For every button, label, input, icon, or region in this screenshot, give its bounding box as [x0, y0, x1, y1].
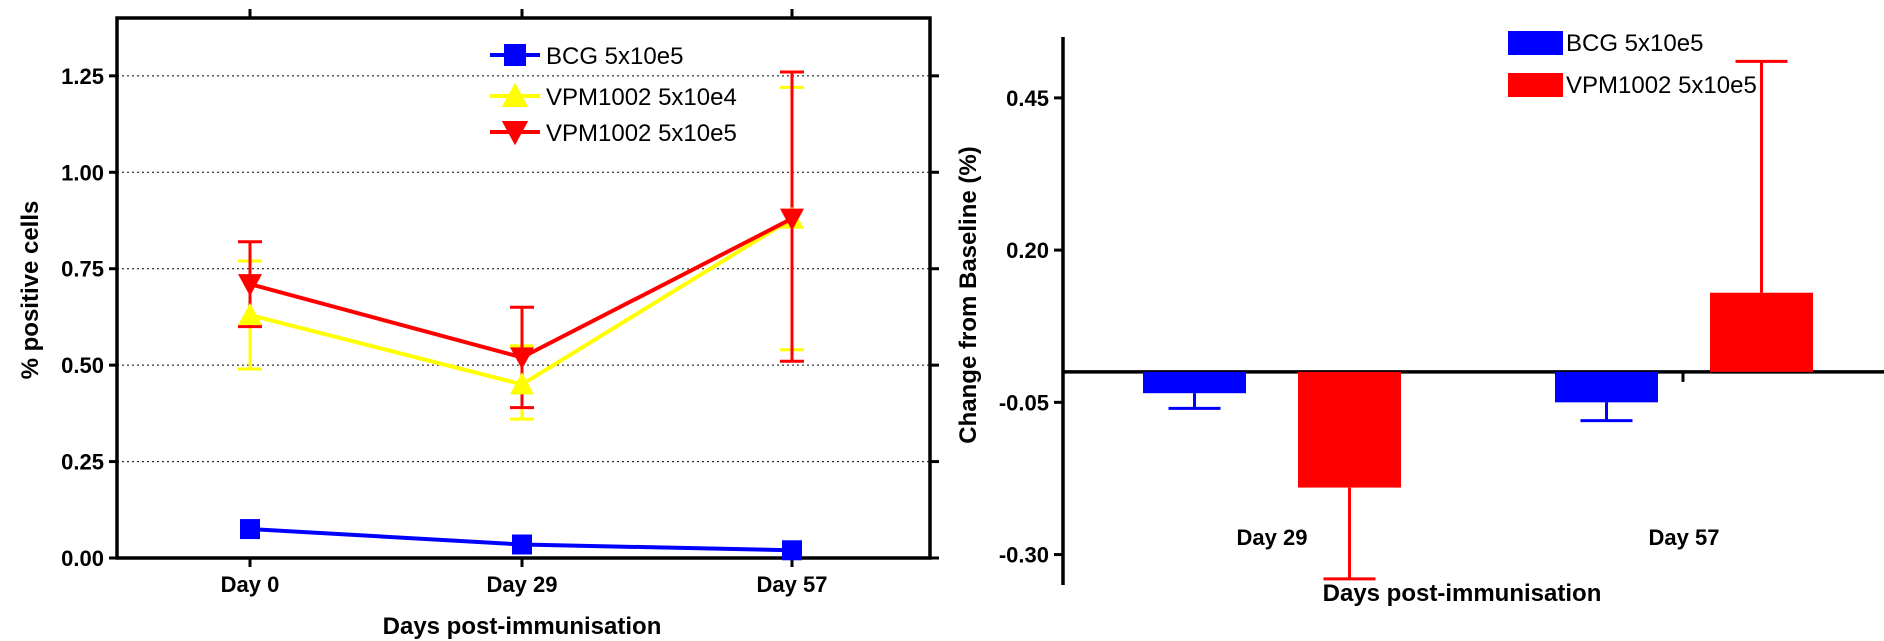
legend: BCG 5x10e5 VPM1002 5x10e5	[1508, 30, 1757, 99]
x-tick-labels: Day 29 Day 57	[1237, 525, 1720, 550]
data-point	[510, 372, 534, 395]
bar	[1143, 371, 1246, 394]
data-point	[782, 540, 802, 561]
y-tick-label: 0.25	[61, 450, 104, 475]
legend-label: VPM1002 5x10e5	[1566, 72, 1757, 99]
legend-label: VPM1002 5x10e5	[546, 120, 737, 147]
data-point	[501, 82, 529, 107]
y-axis-label: Change from Baseline (%)	[955, 146, 982, 443]
y-tick-label: 1.25	[61, 64, 104, 89]
bar	[1710, 292, 1813, 372]
x-axis-label: Days post-immunisation	[383, 613, 662, 640]
x-tick-labels: Day 0 Day 29 Day 57	[221, 572, 828, 597]
y-tick-label: -0.05	[999, 390, 1049, 415]
y-tick-label: 0.50	[61, 353, 104, 378]
data-point	[240, 519, 260, 540]
y-tick-labels: 0.00 0.25 0.50 0.75 1.00 1.25	[61, 64, 104, 571]
legend-label: BCG 5x10e5	[1566, 30, 1703, 57]
x-axis-label: Days post-immunisation	[1323, 580, 1602, 607]
y-tick-label: 0.00	[61, 546, 104, 571]
legend-label: BCG 5x10e5	[546, 43, 683, 70]
y-tick-labels: -0.30 -0.05 0.20 0.45	[999, 86, 1049, 568]
bar	[1298, 371, 1401, 488]
line-chart: 0.000.250.500.751.001.25 Day 0 Day 29 Day …	[17, 9, 939, 640]
data-point	[780, 208, 804, 231]
data-point	[510, 347, 534, 370]
bar	[1555, 371, 1658, 403]
x-tick-label: Day 57	[1649, 525, 1720, 550]
series	[238, 70, 804, 561]
data-point	[512, 534, 532, 555]
y-tick-label: 0.45	[1006, 86, 1049, 111]
data-point	[504, 44, 526, 66]
y-tick-label: 0.20	[1006, 238, 1049, 263]
bar-chart: -0.30 -0.05 0.20 0.45 Day 29 Day 57 Change f…	[955, 30, 1884, 607]
legend-swatch	[1508, 31, 1563, 55]
legend: BCG 5x10e5 VPM1002 5x10e4 VPM1002 5x10e5	[490, 43, 737, 147]
legend-label: VPM1002 5x10e4	[546, 84, 737, 111]
x-tick-label: Day 0	[221, 572, 280, 597]
y-tick-label: 0.75	[61, 257, 104, 282]
y-tick-label: 1.00	[61, 160, 104, 185]
bars	[1143, 59, 1813, 581]
data-point	[238, 274, 262, 297]
legend-swatch	[1508, 73, 1563, 97]
x-tick-label: Day 57	[757, 572, 828, 597]
data-point	[238, 303, 262, 325]
x-tick-label: Day 29	[1237, 525, 1308, 550]
y-tick-label: -0.30	[999, 543, 1049, 568]
x-tick-label: Day 29	[487, 572, 558, 597]
y-axis-label: % positive cells	[17, 201, 44, 380]
data-point	[501, 121, 529, 146]
axes	[109, 9, 939, 567]
